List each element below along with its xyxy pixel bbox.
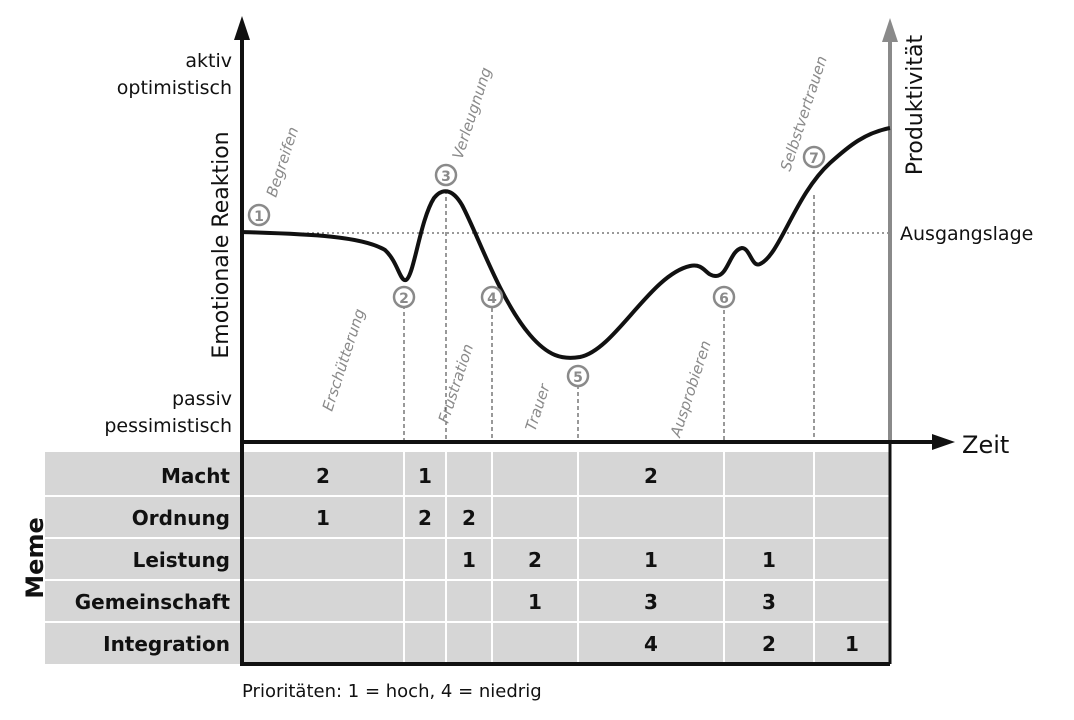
y-bottom-label-1: passiv (172, 388, 232, 410)
row-label-integration: Integration (103, 632, 230, 656)
table-cell: 1 (316, 506, 330, 530)
phase-markers: 1 2 3 4 5 6 7 (247, 145, 826, 388)
x-axis-title: Zeit (962, 431, 1009, 459)
svg-text:3: 3 (441, 169, 451, 185)
footnote: Prioritäten: 1 = hoch, 4 = niedrig (242, 681, 542, 702)
phase-label-trauer: Trauer (522, 381, 554, 433)
phase-labels: Begreifen Erschütterung Verleugnung Frus… (263, 54, 831, 441)
table-row-separators (45, 495, 890, 623)
table-cell: 2 (418, 506, 432, 530)
emotion-curve (241, 126, 891, 360)
y-bottom-label-2: pessimistisch (104, 415, 232, 437)
row-label-macht: Macht (161, 464, 230, 488)
svg-text:1: 1 (254, 209, 264, 225)
phase-marker-7: 7 (802, 145, 826, 169)
y-top-label-1: aktiv (185, 50, 232, 72)
phase-label-erschuetterung: Erschütterung (319, 306, 369, 413)
row-label-ordnung: Ordnung (132, 506, 230, 530)
phase-marker-5: 5 (566, 364, 590, 388)
y-axis-arrow (234, 16, 250, 40)
y-top-label-2: optimistisch (117, 77, 232, 99)
table-cell: 1 (418, 464, 432, 488)
phase-label-begreifen: Begreifen (263, 125, 303, 200)
row-label-leistung: Leistung (133, 548, 230, 572)
table-cell: 4 (644, 632, 658, 656)
table-cell: 2 (644, 464, 658, 488)
table-cell: 2 (762, 632, 776, 656)
table-cell: 1 (644, 548, 658, 572)
table-cell: 1 (462, 548, 476, 572)
svg-text:7: 7 (809, 151, 819, 167)
svg-text:5: 5 (573, 370, 583, 386)
phase-marker-4: 4 (480, 285, 504, 309)
phase-marker-3: 3 (434, 163, 458, 187)
productivity-axis-title: Produktivität (903, 35, 928, 176)
y-axis-title: Emotionale Reaktion (209, 131, 234, 358)
phase-marker-2: 2 (392, 285, 416, 309)
table-cell: 3 (762, 590, 776, 614)
table-cell: 1 (762, 548, 776, 572)
table-cell: 1 (528, 590, 542, 614)
phase-label-verleugnung: Verleugnung (449, 65, 496, 161)
phase-label-ausprobieren: Ausprobieren (666, 338, 714, 440)
phase-guide-lines (403, 190, 815, 442)
table-background (45, 452, 890, 664)
phase-marker-1: 1 (247, 203, 271, 227)
baseline-label: Ausgangslage (900, 223, 1033, 245)
table-cell: 2 (462, 506, 476, 530)
table-cells: 2 1 2 1 2 2 1 2 1 1 1 3 3 4 2 1 (316, 464, 859, 656)
table-cell: 3 (644, 590, 658, 614)
phase-label-frustration: Frustration (435, 342, 477, 426)
table-cell: 1 (845, 632, 859, 656)
table-column-separators (403, 452, 815, 664)
phase-marker-6: 6 (712, 285, 736, 309)
table-cell: 2 (316, 464, 330, 488)
svg-text:6: 6 (719, 291, 729, 307)
table-cell: 2 (528, 548, 542, 572)
table-group-label: Meme (21, 517, 49, 598)
productivity-axis-arrow (882, 18, 898, 42)
x-axis-arrow (932, 434, 955, 450)
table-row-labels: Macht Ordnung Leistung Gemeinschaft Inte… (75, 464, 231, 656)
row-label-gemeinschaft: Gemeinschaft (75, 590, 231, 614)
svg-text:4: 4 (487, 291, 497, 307)
svg-text:2: 2 (399, 291, 409, 307)
